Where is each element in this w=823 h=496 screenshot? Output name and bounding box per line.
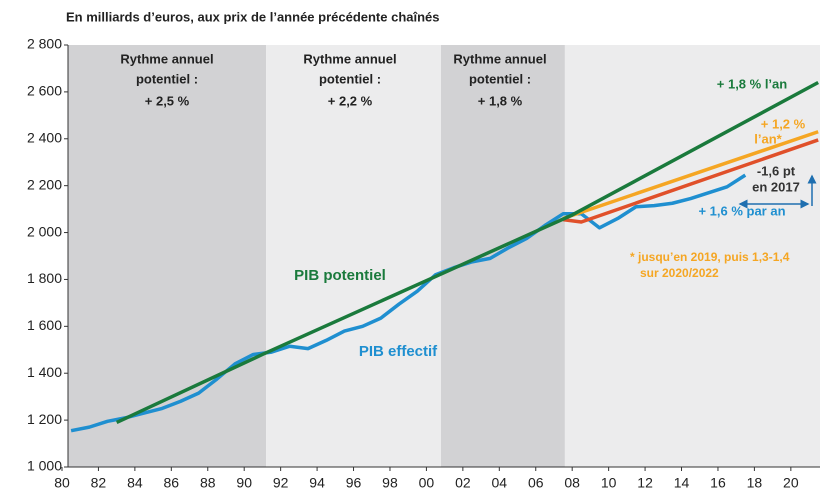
- x-tick-label: 98: [382, 475, 398, 491]
- y-tick-label: 2 200: [27, 176, 62, 192]
- x-tick-label: 20: [783, 475, 799, 491]
- x-tick-label: 96: [346, 475, 362, 491]
- y-tick-label: 1 400: [27, 364, 62, 380]
- x-tick-label: 86: [164, 475, 180, 491]
- x-tick-label: 06: [528, 475, 544, 491]
- annotation: PIB potentiel: [294, 267, 386, 284]
- annotation: l’an*: [754, 131, 782, 146]
- chart-title: En milliards d’euros, aux prix de l’anné…: [66, 9, 440, 24]
- period-band: [564, 45, 820, 467]
- period-band: [68, 45, 267, 467]
- period-band: [266, 45, 441, 467]
- x-tick-label: 08: [564, 475, 580, 491]
- annotation: potentiel :: [469, 71, 531, 86]
- y-tick-label: 1 600: [27, 317, 62, 333]
- x-tick-label: 90: [236, 475, 252, 491]
- x-tick-label: 88: [200, 475, 216, 491]
- annotation: Rythme annuel: [120, 51, 213, 66]
- annotation: potentiel :: [319, 71, 381, 86]
- x-tick-label: 12: [637, 475, 653, 491]
- annotation: + 2,2 %: [328, 93, 373, 108]
- x-tick-label: 00: [419, 475, 435, 491]
- annotation: en 2017: [752, 179, 800, 194]
- x-tick-label: 04: [492, 475, 508, 491]
- period-band: [440, 45, 565, 467]
- x-tick-label: 80: [54, 475, 70, 491]
- series-line: [115, 80, 820, 425]
- y-tick-label: 2 600: [27, 83, 62, 99]
- annotation: + 1,2 %: [761, 116, 806, 131]
- x-tick-label: 18: [747, 475, 763, 491]
- background: [68, 45, 820, 467]
- x-tick-label: 84: [127, 475, 143, 491]
- x-tick-label: 10: [601, 475, 617, 491]
- x-tick-label: 82: [91, 475, 107, 491]
- annotation: -1,6 pt: [757, 163, 796, 178]
- y-tick-label: 1 200: [27, 411, 62, 427]
- annotation: PIB effectif: [359, 343, 438, 360]
- x-tick-label: 16: [710, 475, 726, 491]
- annotation: + 1,8 % l’an: [717, 76, 788, 91]
- x-tick-label: 92: [273, 475, 289, 491]
- annotation: potentiel :: [136, 71, 198, 86]
- series-line: [70, 173, 747, 433]
- annotation: + 2,5 %: [145, 93, 190, 108]
- y-tick-label: 1 800: [27, 270, 62, 286]
- x-tick-label: 02: [455, 475, 471, 491]
- annotation: Rythme annuel: [453, 51, 546, 66]
- y-tick-label: 2 000: [27, 223, 62, 239]
- x-tick-label: 94: [309, 475, 325, 491]
- series-line: [562, 138, 819, 224]
- annotation: + 1,8 %: [478, 93, 523, 108]
- y-tick-label: 1 000: [27, 458, 62, 474]
- y-tick-label: 2 400: [27, 129, 62, 145]
- annotation: Rythme annuel: [303, 51, 396, 66]
- annotation: + 1,6 % par an: [698, 203, 785, 218]
- x-tick-label: 14: [674, 475, 690, 491]
- plot: [70, 80, 820, 433]
- annotation: * jusqu’en 2019, puis 1,3-1,4: [630, 250, 790, 264]
- series-line: [562, 130, 819, 221]
- y-tick-label: 2 800: [27, 36, 62, 52]
- annotation: sur 2020/2022: [640, 266, 719, 280]
